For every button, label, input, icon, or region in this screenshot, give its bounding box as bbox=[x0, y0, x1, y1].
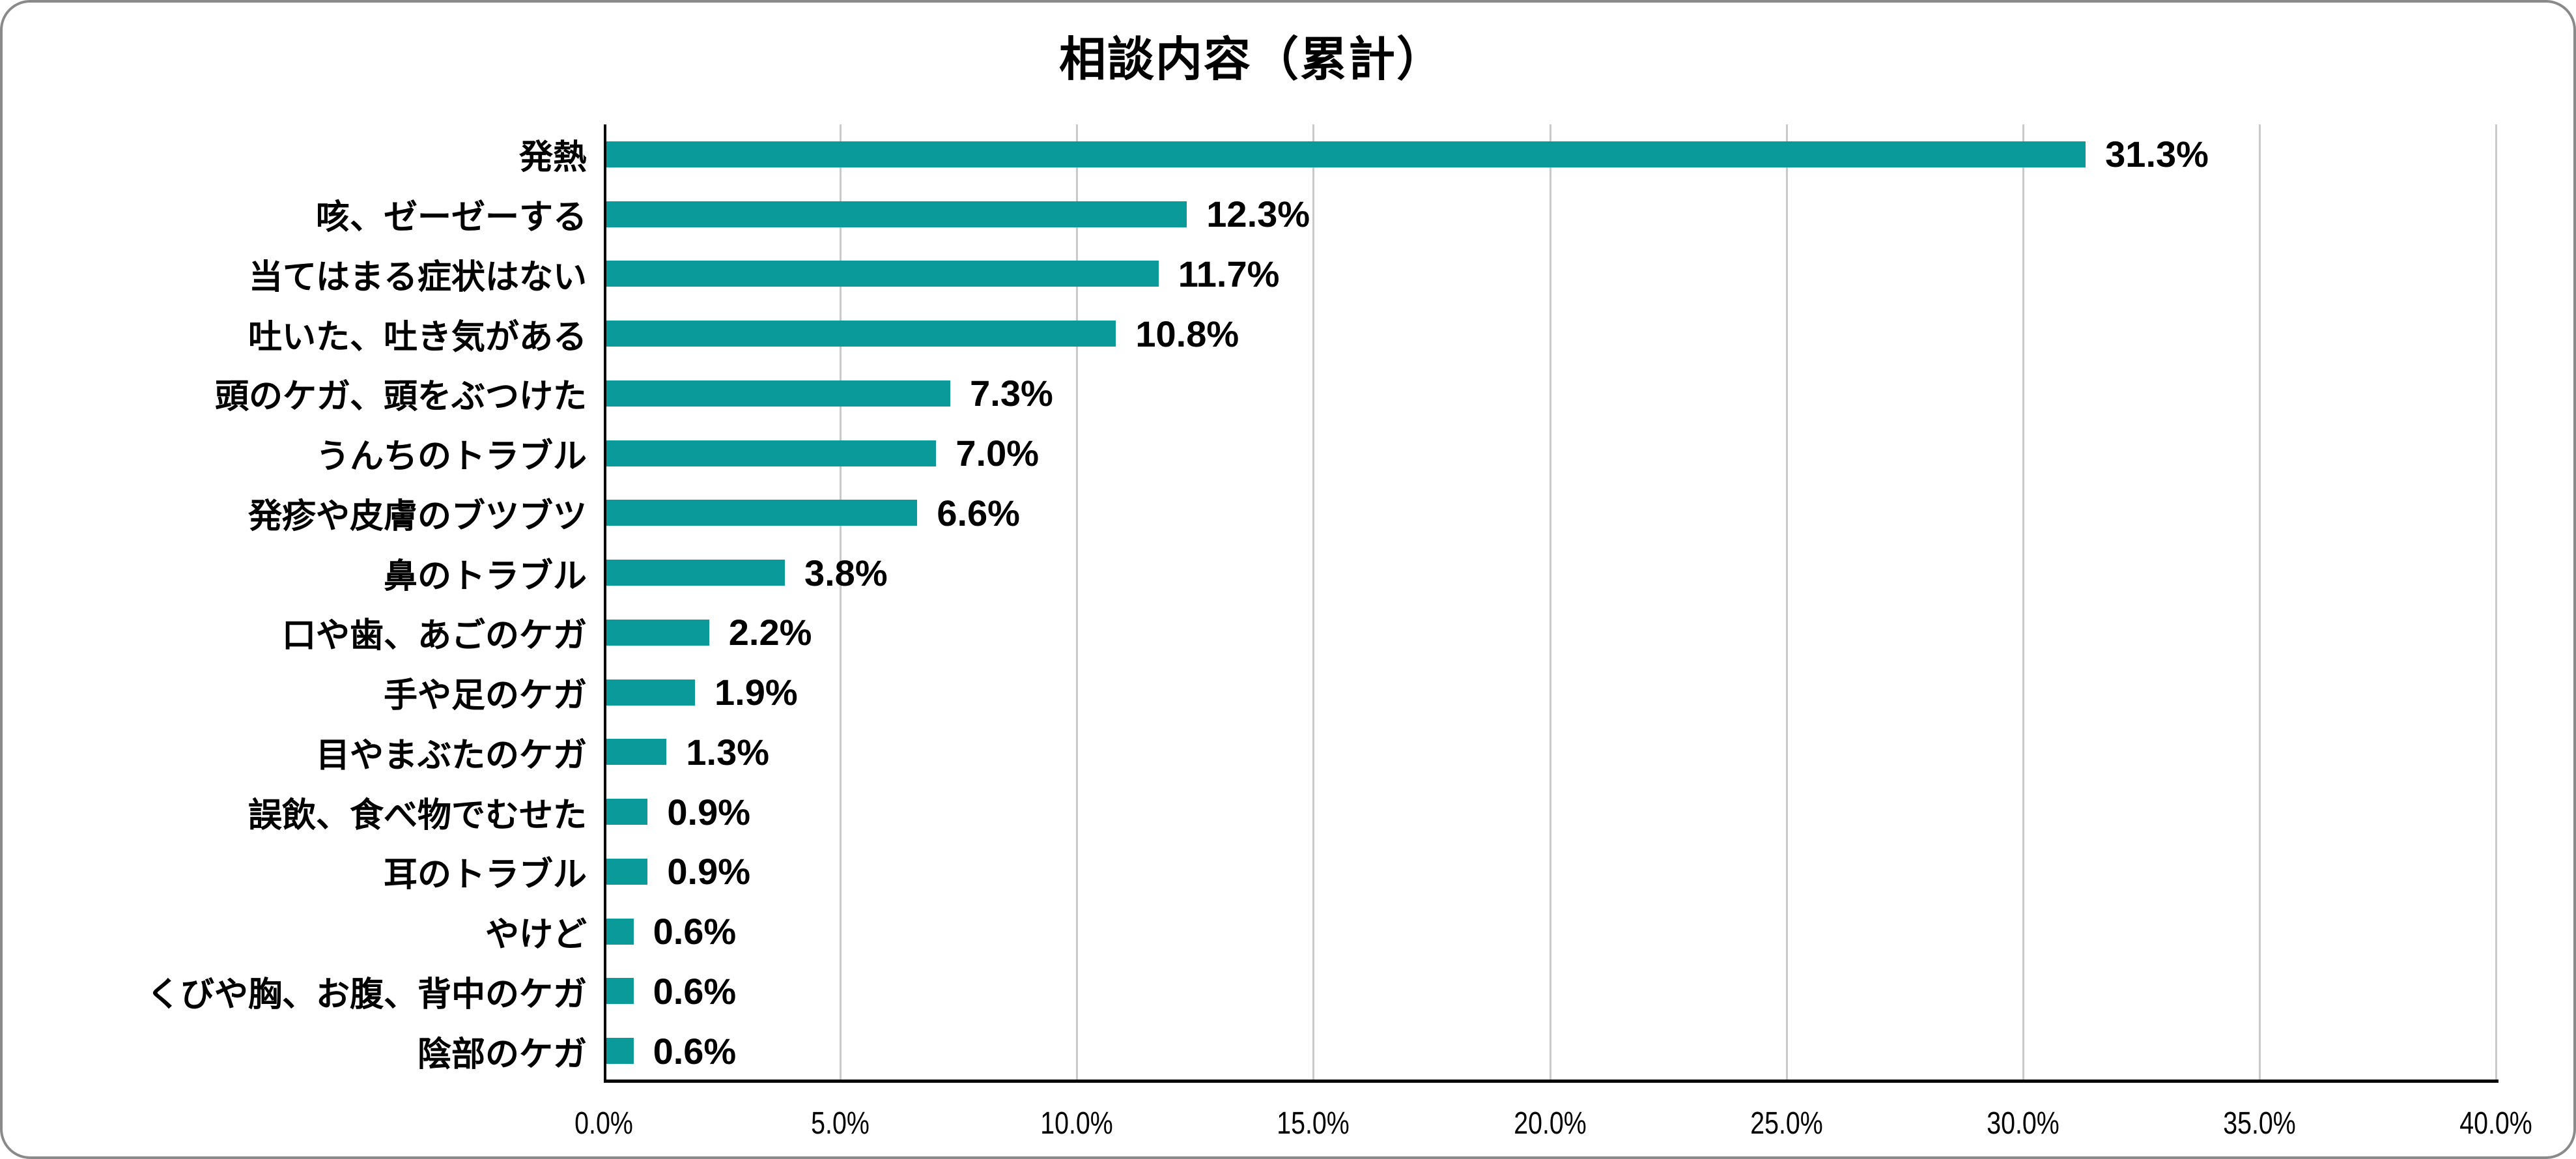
category-label: 誤飲、食べ物でむせた bbox=[248, 796, 587, 835]
x-axis-tick-label: 5.0% bbox=[811, 1106, 870, 1141]
category-label: やけど bbox=[485, 916, 587, 954]
gridline bbox=[2258, 124, 2261, 1081]
x-axis-tick-label: 15.0% bbox=[1277, 1106, 1350, 1141]
category-label: 手や足のケガ bbox=[383, 677, 587, 715]
category-label: 鼻のトラブル bbox=[383, 557, 587, 595]
value-label: 0.6% bbox=[653, 911, 737, 952]
category-label: 目やまぶたのケガ bbox=[315, 736, 587, 775]
bar bbox=[605, 261, 1159, 287]
gridline bbox=[1549, 124, 1551, 1081]
bar bbox=[605, 978, 634, 1005]
value-label: 7.3% bbox=[970, 373, 1053, 414]
bar bbox=[605, 380, 951, 407]
value-label: 0.9% bbox=[667, 791, 750, 833]
x-axis-tick-label: 10.0% bbox=[1040, 1106, 1114, 1141]
x-axis-tick-label: 35.0% bbox=[2223, 1106, 2296, 1141]
value-label: 31.3% bbox=[2105, 134, 2209, 175]
bar bbox=[605, 1038, 634, 1065]
bar bbox=[605, 560, 785, 586]
x-axis-tick-label: 0.0% bbox=[574, 1106, 633, 1141]
gridline bbox=[1785, 124, 1788, 1081]
value-label: 6.6% bbox=[937, 492, 1020, 534]
gridline bbox=[1312, 124, 1315, 1081]
value-label: 0.6% bbox=[653, 1030, 737, 1072]
bar bbox=[605, 321, 1116, 347]
value-label: 10.8% bbox=[1135, 313, 1239, 354]
value-label: 12.3% bbox=[1206, 193, 1310, 235]
bar bbox=[605, 679, 695, 706]
chart-title: 相談内容（累計） bbox=[1058, 34, 1445, 86]
category-label: 発疹や皮膚のブツブツ bbox=[248, 497, 587, 536]
gridline bbox=[2022, 124, 2024, 1081]
value-label: 0.9% bbox=[667, 851, 750, 893]
category-label: うんちのトラブル bbox=[315, 438, 587, 476]
category-label: 当てはまる症状はない bbox=[249, 258, 587, 296]
x-axis-tick-label: 25.0% bbox=[1749, 1106, 1823, 1141]
category-label: 耳のトラブル bbox=[383, 856, 587, 894]
bar bbox=[605, 201, 1187, 227]
value-label: 7.0% bbox=[955, 433, 1040, 474]
value-label: 3.8% bbox=[804, 552, 888, 594]
value-label: 1.3% bbox=[686, 731, 770, 773]
gridline bbox=[1076, 124, 1079, 1081]
y-axis-line bbox=[604, 124, 606, 1081]
category-label: 陰部のケガ bbox=[417, 1035, 587, 1074]
category-label: 咳、ゼーゼーする bbox=[315, 199, 587, 237]
value-label: 2.2% bbox=[728, 612, 812, 653]
gridline bbox=[840, 124, 842, 1081]
x-axis-tick-label: 20.0% bbox=[1513, 1106, 1587, 1141]
value-label: 0.6% bbox=[653, 970, 737, 1012]
value-label: 11.7% bbox=[1178, 253, 1280, 294]
gridline bbox=[2495, 124, 2497, 1081]
category-label: 口や歯、あごのケガ bbox=[281, 617, 587, 655]
x-axis-tick-label: 40.0% bbox=[2459, 1106, 2532, 1141]
bar bbox=[605, 739, 667, 766]
bar bbox=[605, 141, 2086, 167]
bar bbox=[605, 500, 918, 526]
bar bbox=[605, 858, 648, 885]
bar bbox=[605, 440, 937, 466]
value-label: 1.9% bbox=[714, 672, 798, 713]
category-label: 発熱 bbox=[518, 139, 587, 177]
category-label: くびや胸、お腹、背中のケガ bbox=[146, 975, 587, 1014]
x-axis-line bbox=[604, 1080, 2498, 1083]
category-label: 頭のケガ、頭をぶつけた bbox=[215, 378, 587, 416]
x-axis-tick-label: 30.0% bbox=[1986, 1106, 2059, 1141]
bar bbox=[605, 799, 648, 825]
category-label: 吐いた、吐き気がある bbox=[248, 318, 587, 356]
bar bbox=[605, 918, 634, 945]
bar bbox=[605, 619, 709, 646]
